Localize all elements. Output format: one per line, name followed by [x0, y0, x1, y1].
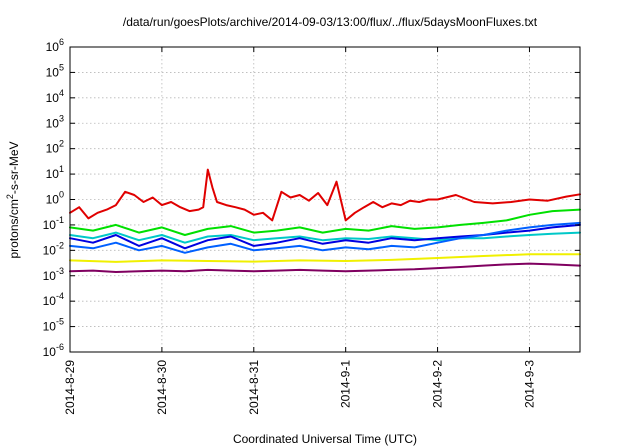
y-tick-label: 106 — [46, 37, 64, 54]
chart-title: /data/run/goesPlots/archive/2014-09-03/1… — [123, 15, 538, 29]
x-tick-label: 2014-9-3 — [522, 360, 536, 408]
series-line-4 — [69, 221, 581, 254]
y-tick-label: 10-4 — [43, 291, 64, 308]
x-tick-label: 2014-9-2 — [431, 360, 445, 408]
series-line-0 — [69, 168, 581, 222]
x-tick-labels: 2014-8-29 2014-8-30 2014-8-31 2014-9-1 2014-… — [63, 360, 536, 415]
y-tick-label: 10-5 — [43, 317, 64, 334]
series-group — [69, 168, 581, 273]
y-tick-label: 10-6 — [43, 342, 64, 359]
series-line-1 — [69, 208, 581, 236]
x-tick-label: 2014-8-29 — [63, 360, 77, 415]
ticks — [69, 46, 580, 353]
y-tick-label: 102 — [46, 139, 64, 156]
series-line-2 — [69, 231, 581, 244]
y-axis-label: protons/cm2-s-sr-MeV — [5, 141, 21, 258]
y-tick-label: 10-1 — [43, 215, 64, 232]
x-tick-label: 2014-8-30 — [155, 360, 169, 415]
y-tick-label: 105 — [46, 62, 64, 79]
y-tick-label: 10-3 — [43, 266, 64, 283]
y-tick-labels: 106 105 104 103 102 101 100 10-1 10-2 10-3 10-4 10-… — [43, 37, 64, 359]
y-tick-label: 104 — [46, 88, 64, 105]
x-axis-label: Coordinated Universal Time (UTC) — [233, 432, 417, 446]
series-line-5 — [69, 253, 581, 263]
series-line-6 — [69, 262, 581, 273]
y-tick-label: 100 — [46, 190, 64, 207]
y-tick-label: 10-2 — [43, 240, 64, 257]
x-tick-label: 2014-9-1 — [339, 360, 353, 408]
y-tick-label: 101 — [46, 164, 64, 181]
x-tick-label: 2014-8-31 — [247, 360, 261, 415]
y-tick-label: 103 — [46, 113, 64, 130]
